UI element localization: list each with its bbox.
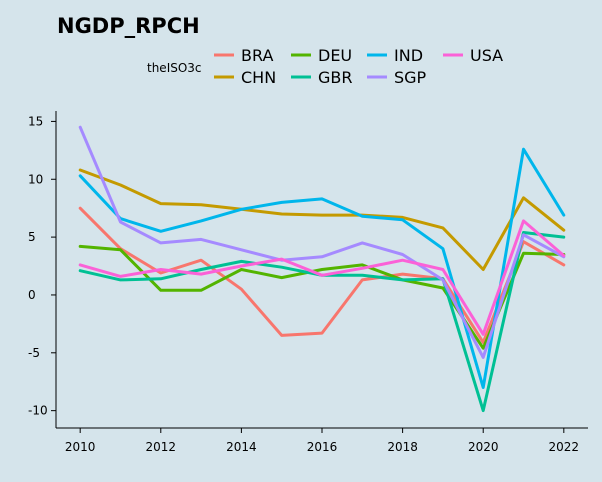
y-tick-label: 15	[28, 114, 43, 128]
series-line-sgp	[78, 125, 566, 359]
series-lines	[78, 125, 566, 413]
series-line-ind	[78, 147, 566, 389]
y-tick-label: 5	[28, 230, 36, 244]
series-line-deu	[78, 244, 566, 350]
legend-label-sgp: SGP	[394, 68, 427, 87]
x-tick-label: 2018	[387, 440, 418, 454]
x-tick-label: 2020	[468, 440, 499, 454]
axes: 2010 2012 2014 2016 2018 2020 2022 -10 -5 0 5 10 15	[28, 111, 588, 454]
x-tick-label: 2012	[146, 440, 177, 454]
chart-title: NGDP_RPCH	[57, 14, 200, 38]
y-tick-label: -5	[28, 346, 40, 360]
x-tick-label: 2010	[65, 440, 96, 454]
legend-label-chn: CHN	[241, 68, 276, 87]
x-tick-label: 2016	[307, 440, 338, 454]
legend-label-usa: USA	[470, 46, 503, 65]
legend-label-gbr: GBR	[318, 68, 353, 87]
legend: BRA CHN DEU GBR IND SGP USA	[214, 46, 503, 87]
series-line-chn	[78, 168, 566, 271]
y-tick-label: 0	[28, 288, 36, 302]
series-line-usa	[78, 219, 566, 336]
x-tick-label: 2022	[549, 440, 580, 454]
y-tick-label: 10	[28, 172, 43, 186]
y-tick-label: -10	[28, 404, 48, 418]
legend-label-deu: DEU	[318, 46, 352, 65]
legend-title: theISO3c	[147, 61, 202, 75]
legend-label-bra: BRA	[241, 46, 273, 65]
series-line-bra	[78, 206, 566, 344]
legend-label-ind: IND	[394, 46, 423, 65]
x-tick-label: 2014	[226, 440, 257, 454]
